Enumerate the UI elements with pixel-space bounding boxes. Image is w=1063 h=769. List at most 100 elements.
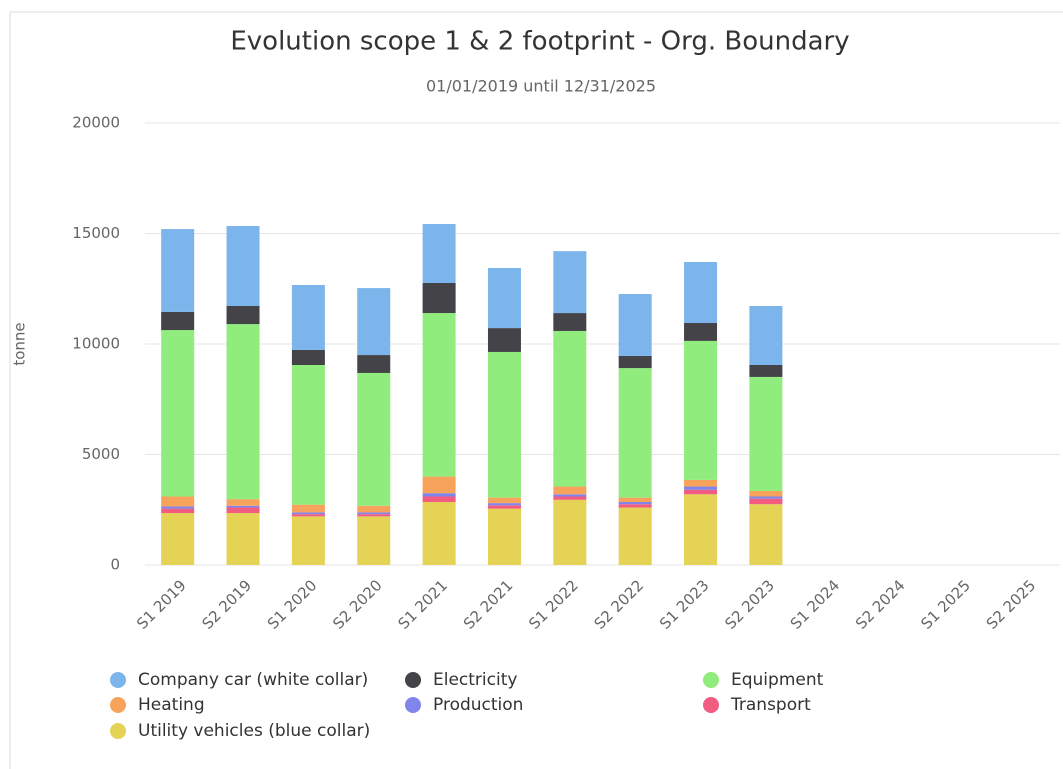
bar-segment [291, 516, 325, 565]
bar-segment [553, 330, 587, 487]
bar-segment [618, 497, 652, 503]
bar-segment [487, 328, 521, 352]
bar-segment [553, 496, 587, 500]
bar-segment [487, 267, 521, 329]
bar-segment [357, 372, 391, 506]
bar-segment [618, 294, 652, 356]
bar-segment [553, 251, 587, 314]
legend-label: Company car (white collar) [138, 670, 368, 690]
bar-segment [291, 284, 325, 350]
legend-label: Electricity [433, 670, 517, 690]
bar-segment [226, 305, 260, 325]
bar-segment [684, 479, 718, 487]
x-tick-label: S1 2025 [917, 576, 974, 633]
y-axis-label: tonne [11, 322, 29, 365]
legend-label: Transport [730, 695, 811, 715]
bar-segment [618, 355, 652, 369]
x-tick-label: S1 2020 [264, 576, 321, 633]
bar-segment [291, 514, 325, 517]
bar-segment [487, 508, 521, 565]
bar-segment [749, 498, 783, 505]
bar-segment [487, 505, 521, 509]
bar-segment [226, 505, 260, 508]
bar-segment [618, 368, 652, 498]
bar-segment [553, 499, 587, 565]
legend-marker [110, 697, 126, 713]
bar-segment [749, 496, 783, 499]
x-tick-label: S1 2023 [656, 576, 713, 633]
legend-label: Equipment [731, 670, 824, 690]
bar-segment [357, 514, 391, 517]
bar-segment [684, 340, 718, 480]
y-tick-label: 0 [110, 556, 120, 574]
bar-segment [487, 497, 521, 504]
frame [9, 11, 1063, 769]
bar-segment [618, 502, 652, 505]
bar-segment [618, 504, 652, 508]
bar-segment [422, 496, 456, 503]
legend-marker [110, 672, 126, 688]
x-tick-label: S2 2025 [983, 576, 1040, 633]
bar-segment [553, 494, 587, 497]
bar-segment [684, 262, 718, 324]
bar-segment [357, 512, 391, 515]
bar-segment [161, 508, 195, 514]
y-tick-label: 5000 [82, 445, 120, 463]
bar-segment [553, 313, 587, 331]
bar-segment [161, 311, 195, 331]
x-tick-label: S1 2024 [787, 576, 844, 633]
x-tick-label: S2 2020 [329, 576, 386, 633]
y-tick-label: 20000 [72, 114, 120, 132]
bar-segment [487, 503, 521, 506]
x-tick-label: S2 2023 [721, 576, 778, 633]
bar-segment [161, 506, 195, 509]
bar-segment [422, 493, 456, 497]
bar-segment [487, 351, 521, 498]
chart-subtitle: 01/01/2019 until 12/31/2025 [426, 77, 656, 96]
bar-segment [684, 486, 718, 490]
legend-marker [703, 672, 719, 688]
bar-segment [357, 516, 391, 565]
x-tick-label: S2 2024 [852, 576, 909, 633]
bar-segment [291, 349, 325, 365]
x-tick-label: S1 2019 [133, 576, 190, 633]
legend-marker [405, 697, 421, 713]
legend-label: Production [433, 695, 523, 715]
bar-segment [422, 476, 456, 494]
x-tick-label: S2 2019 [198, 576, 255, 633]
bar-segment [226, 499, 260, 506]
legend-label: Utility vehicles (blue collar) [138, 721, 370, 741]
bar-segment [161, 330, 195, 497]
chart-title: Evolution scope 1 & 2 footprint - Org. B… [230, 27, 849, 57]
bar-segment [684, 323, 718, 341]
bar-segment [357, 355, 391, 373]
bar-segment [291, 504, 325, 513]
x-tick-label: S2 2021 [460, 576, 517, 633]
bar-segment [422, 283, 456, 314]
bar-segment [749, 504, 783, 565]
bar-segment [161, 229, 195, 312]
bar-segment [618, 507, 652, 565]
bar-segment [226, 507, 260, 514]
bar-segment [161, 513, 195, 565]
legend-marker [703, 697, 719, 713]
bar-segment [357, 288, 391, 356]
bar-segment [749, 376, 783, 491]
legend-label: Heating [138, 695, 205, 715]
bar-segment [422, 502, 456, 565]
bar-segment [684, 489, 718, 495]
bar-segment [226, 513, 260, 565]
bar-segment [291, 364, 325, 505]
legend-marker [405, 672, 421, 688]
legend-marker [110, 723, 126, 739]
bar-segment [161, 496, 195, 507]
y-tick-label: 15000 [72, 224, 120, 242]
bar-segment [291, 512, 325, 515]
bar-segment [357, 505, 391, 513]
x-tick-label: S2 2022 [591, 576, 648, 633]
bar-segment [422, 313, 456, 477]
y-tick-label: 10000 [72, 335, 120, 353]
bar-segment [749, 305, 783, 365]
bar-segment [226, 225, 260, 306]
